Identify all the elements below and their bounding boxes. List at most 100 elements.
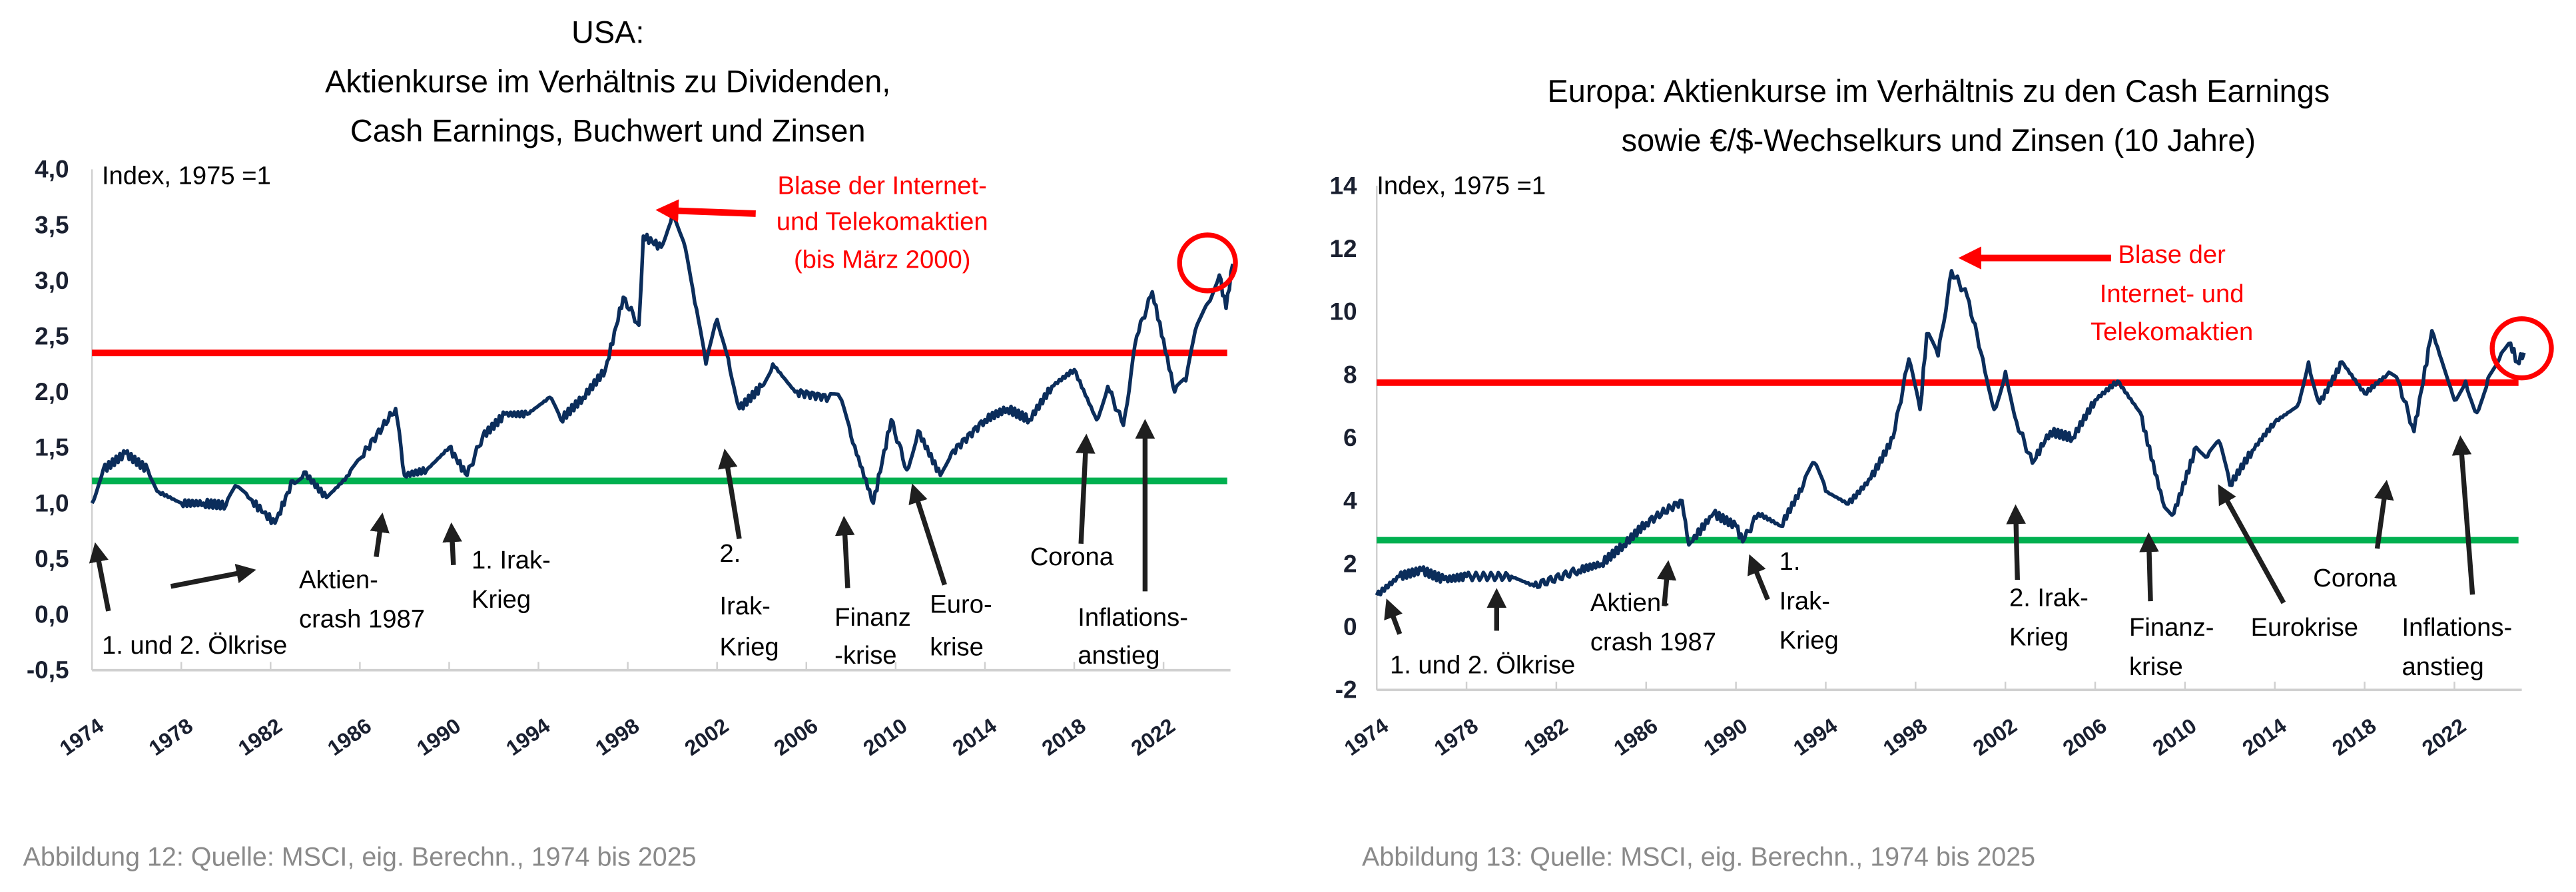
annotation-crash-2: crash 1987 [299,605,425,634]
arrow-oil-2 [170,564,256,589]
caption: Abbildung 13: Quelle: MSCI, eig. Berechn… [1362,842,2035,871]
x-tick-label: 1974 [55,714,108,760]
axes: 4,0 3,5 3,0 2,5 2,0 1,5 1,0 0,5 0,0 -0,5 1974 1978 1… [27,156,1231,760]
annotation-oil-crisis: 1. und 2. Ölkrise [1390,651,1575,680]
y-tick-label: 6 [1343,424,1357,451]
y-tick-label: 2 [1343,550,1357,577]
y-axis-label: Index, 1975 =1 [1377,171,1546,200]
chart-title-line2: sowie €/$-Wechselkurs und Zinsen (10 Jah… [1622,123,2256,158]
highlight-circle [2489,316,2554,381]
bubble-annotation-line3: Telekomaktien [2091,318,2253,346]
x-tick-label: 1990 [412,714,465,760]
y-tick-label: 14 [1329,172,1357,199]
arrow-corona [1076,433,1096,544]
annotation-inflation-2: anstieg [1078,641,1159,670]
annotation-irak1-2: Irak- [1779,586,1830,615]
annotation-finanz-2: krise [2129,652,2183,681]
series-line [1375,269,2526,596]
chart-title-line1: USA: [571,15,644,49]
annotation-irak2-2: Irak- [719,592,770,620]
series-line [90,212,1235,525]
x-tick-label: 2006 [2059,714,2111,760]
series-layer [1375,269,2526,596]
y-tick-label: 3,0 [35,267,69,294]
x-tick-label: 2018 [2328,714,2380,760]
y-tick-label: 1,5 [35,434,69,461]
x-tick-label: 1990 [1699,714,1752,760]
bubble-annotation-line1: Blase der [2118,240,2226,269]
x-tick-label: 2014 [948,714,1001,760]
y-tick-label: 2,5 [35,322,69,349]
y-tick-label: 2,0 [35,378,69,405]
arrow-corona [2374,479,2394,549]
annotation-euro-2: krise [930,633,984,662]
x-tick-label: 1986 [323,714,376,760]
x-tick-label: 2002 [1969,714,2021,760]
chart-europe: Europa: Aktienkurse im Verhältnis zu den… [1329,74,2554,871]
y-tick-label: -2 [1335,676,1357,704]
x-tick-label: 2014 [2238,714,2290,760]
arrow-crash [370,513,390,558]
y-tick-label: 0 [1343,613,1357,640]
annotation-crash-1: Aktien- [1590,588,1670,617]
annotation-crash-2: crash 1987 [1590,628,1716,656]
x-tick-label: 1978 [1430,714,1482,760]
arrow-irak1 [442,522,462,566]
arrow-irak2 [2006,504,2026,580]
arrow-euro [908,483,947,586]
arrow-irak2 [718,448,742,539]
annotation-irak2-1: 2. Irak- [2009,584,2089,612]
x-tick-label: 2018 [1038,714,1090,760]
y-tick-label: 3,5 [35,211,69,238]
arrow-inflation [2451,435,2475,595]
x-tick-label: 2010 [859,714,912,760]
annotation-euro: Eurokrise [2251,613,2358,642]
y-tick-label: 0,5 [35,545,69,572]
bubble-annotation-line2: und Telekomaktien [777,208,988,236]
x-tick-label: 2002 [680,714,733,760]
bubble-annotation-line3: (bis März 2000) [794,245,971,274]
annotation-inflation-1: Inflations- [1078,603,1188,632]
y-tick-label: 8 [1343,361,1357,388]
x-tick-label: 1986 [1609,714,1662,760]
chart-title-line1: Europa: Aktienkurse im Verhältnis zu den… [1548,74,2330,109]
y-tick-label: 12 [1329,235,1357,262]
x-tick-label: 2022 [1127,714,1179,760]
annotation-corona: Corona [1030,543,1114,571]
annotation-irak1-2: Krieg [472,585,531,614]
y-tick-label: 4,0 [35,156,69,183]
annotation-finanz-1: Finanz [834,603,911,632]
y-axis-label: Index, 1975 =1 [102,162,271,190]
x-tick-label: 1982 [1520,714,1572,760]
chart-title-line3: Cash Earnings, Buchwert und Zinsen [350,113,866,148]
caption: Abbildung 12: Quelle: MSCI, eig. Berechn… [23,842,697,871]
annotation-inflation-1: Inflations- [2402,613,2513,642]
annotation-crash-1: Aktien- [299,565,378,594]
y-tick-label: -0,5 [27,656,69,684]
x-tick-label: 1998 [1879,714,1931,760]
chart-title-line2: Aktienkurse im Verhältnis zu Dividenden, [325,64,890,99]
y-tick-label: 1,0 [35,489,69,517]
arrow-finanz [2139,532,2159,602]
annotation-irak1-1: 1. Irak- [472,546,551,574]
series-layer [90,212,1235,525]
annotation-irak2-1: 2. [719,539,741,568]
highlight-circle [1177,232,1238,294]
annotation-oil-crisis: 1. und 2. Ölkrise [102,631,287,660]
y-tick-label: 0,0 [35,600,69,628]
arrow-finanz [834,515,855,588]
bubble-annotation-line2: Internet- und [2100,280,2244,308]
annotation-finanz-2: -krise [834,641,896,670]
chart-usa: USA: Aktienkurse im Verhältnis zu Divide… [23,15,1238,871]
x-tick-label: 2006 [769,714,822,760]
x-tick-label: 2022 [2417,714,2470,760]
annotation-finanz-1: Finanz- [2129,613,2214,642]
x-tick-label: 1994 [501,714,554,760]
x-tick-label: 1994 [1789,714,1841,760]
y-tick-label: 10 [1329,298,1357,326]
x-tick-label: 1974 [1340,714,1393,760]
arrow-irak1 [1748,554,1770,601]
arrow-crash [1656,560,1677,606]
x-tick-label: 1998 [591,714,643,760]
